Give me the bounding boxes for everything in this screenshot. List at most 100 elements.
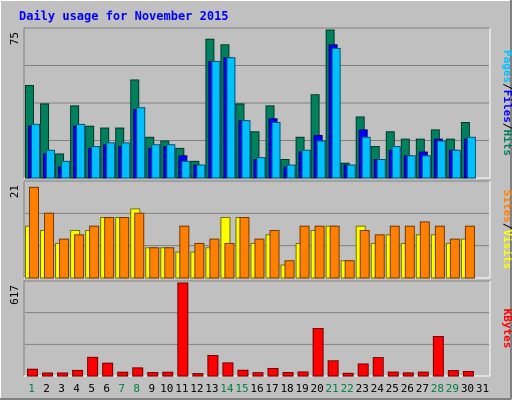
- kbytes-bar: [87, 356, 99, 377]
- sites-bar: [74, 234, 85, 279]
- middle-panel: 21: [8, 180, 491, 279]
- pages-bar: [226, 57, 236, 179]
- x-tick-label: 30: [461, 382, 474, 395]
- pages-bar: [436, 140, 446, 179]
- sites-bar: [389, 225, 400, 279]
- x-tick-label: 19: [295, 382, 308, 395]
- kbytes-bar: [297, 371, 309, 377]
- sites-bar: [374, 234, 385, 279]
- kbytes-bar: [237, 369, 249, 377]
- x-tick-label: 20: [311, 382, 324, 395]
- sites-bar: [104, 217, 115, 279]
- sites-bar: [314, 225, 325, 279]
- kbytes-bar: [402, 372, 414, 377]
- legend-label: KBytes: [501, 309, 512, 349]
- kbytes-bar: [207, 355, 219, 377]
- x-tick-label: 27: [416, 382, 429, 395]
- sites-bar: [59, 238, 70, 279]
- x-tick-label: 7: [118, 382, 125, 395]
- kbytes-bar: [42, 372, 54, 377]
- legend-visits: Visits: [501, 230, 512, 270]
- kbytes-bar: [102, 362, 114, 377]
- kbytes-bar: [162, 371, 174, 377]
- x-tick-label: 22: [341, 382, 354, 395]
- kbytes-bar: [27, 368, 38, 377]
- x-tick-label: 18: [280, 382, 293, 395]
- kbytes-bar: [72, 369, 84, 377]
- kbytes-bar: [417, 371, 429, 377]
- sites-bar: [194, 242, 205, 279]
- kbytes-bar: [327, 360, 339, 377]
- kbytes-bar: [192, 373, 204, 377]
- bottom-ymax-label: 617: [8, 285, 21, 305]
- pages-bar: [76, 123, 86, 179]
- kbytes-bar: [312, 328, 324, 377]
- kbytes-bar: [357, 363, 369, 377]
- x-tick-label: 2: [43, 382, 50, 395]
- pages-bar: [301, 149, 311, 179]
- sites-bar: [449, 238, 460, 279]
- legend-sites: Sites: [501, 190, 512, 223]
- sites-bar: [329, 225, 340, 279]
- pages-bar: [451, 149, 461, 179]
- pages-bar: [376, 159, 386, 179]
- pages-bar: [316, 140, 326, 179]
- pages-bar: [91, 146, 101, 179]
- pages-bar: [46, 149, 56, 179]
- pages-bar: [31, 123, 40, 179]
- kbytes-bar: [252, 372, 264, 377]
- x-tick-label: 15: [235, 382, 248, 395]
- pages-bar: [166, 144, 176, 179]
- bottom-plot-area: [24, 281, 490, 376]
- legend-kbytes: KBytes: [501, 309, 512, 349]
- pages-bar: [151, 144, 161, 179]
- pages-bar: [241, 120, 251, 179]
- x-tick-label: 24: [371, 382, 385, 395]
- x-tick-label: 14: [220, 382, 234, 395]
- kbytes-bar: [342, 372, 354, 377]
- pages-bar: [361, 136, 371, 179]
- pages-bar: [211, 60, 221, 179]
- x-tick-label: 23: [356, 382, 369, 395]
- x-tick-label: 6: [103, 382, 110, 395]
- x-tick-label: 31: [476, 382, 489, 395]
- pages-bar: [136, 107, 146, 179]
- x-tick-label: 4: [73, 382, 80, 395]
- kbytes-bar: [177, 282, 189, 377]
- sites-bar: [164, 247, 175, 279]
- x-tick-label: 3: [58, 382, 65, 395]
- middle-ymax-label: 21: [8, 185, 21, 198]
- pages-bar: [196, 164, 206, 179]
- kbytes-bar: [132, 367, 144, 377]
- sites-bar: [89, 225, 100, 279]
- legend-hits: Hits: [501, 130, 512, 157]
- sites-bar: [149, 247, 160, 279]
- sites-bar: [434, 225, 445, 279]
- pages-bar: [271, 122, 281, 179]
- kbytes-bar: [267, 367, 279, 377]
- sites-bar: [44, 212, 55, 279]
- sites-bar: [419, 221, 430, 279]
- sites-bar: [209, 238, 220, 279]
- chart-title: Daily usage for November 2015: [19, 9, 229, 23]
- sites-bar: [29, 186, 39, 279]
- x-tick-label: 12: [190, 382, 203, 395]
- sites-bar: [119, 217, 130, 279]
- pages-bar: [331, 48, 341, 179]
- top-panel: 75: [8, 27, 491, 179]
- x-tick-label: 10: [160, 382, 173, 395]
- sites-bar: [284, 260, 295, 279]
- sites-bar: [269, 230, 280, 279]
- sites-bar: [134, 212, 145, 279]
- kbytes-bar: [282, 372, 294, 377]
- x-tick-label: 17: [265, 382, 278, 395]
- x-tick-label: 13: [205, 382, 218, 395]
- x-tick-label: 5: [88, 382, 95, 395]
- legend-pages: Pages: [501, 50, 512, 83]
- sites-bar: [344, 260, 355, 279]
- sites-bar: [404, 225, 415, 279]
- kbytes-bar: [432, 336, 444, 377]
- sites-bar: [179, 225, 190, 279]
- legend-files: Files: [501, 90, 512, 123]
